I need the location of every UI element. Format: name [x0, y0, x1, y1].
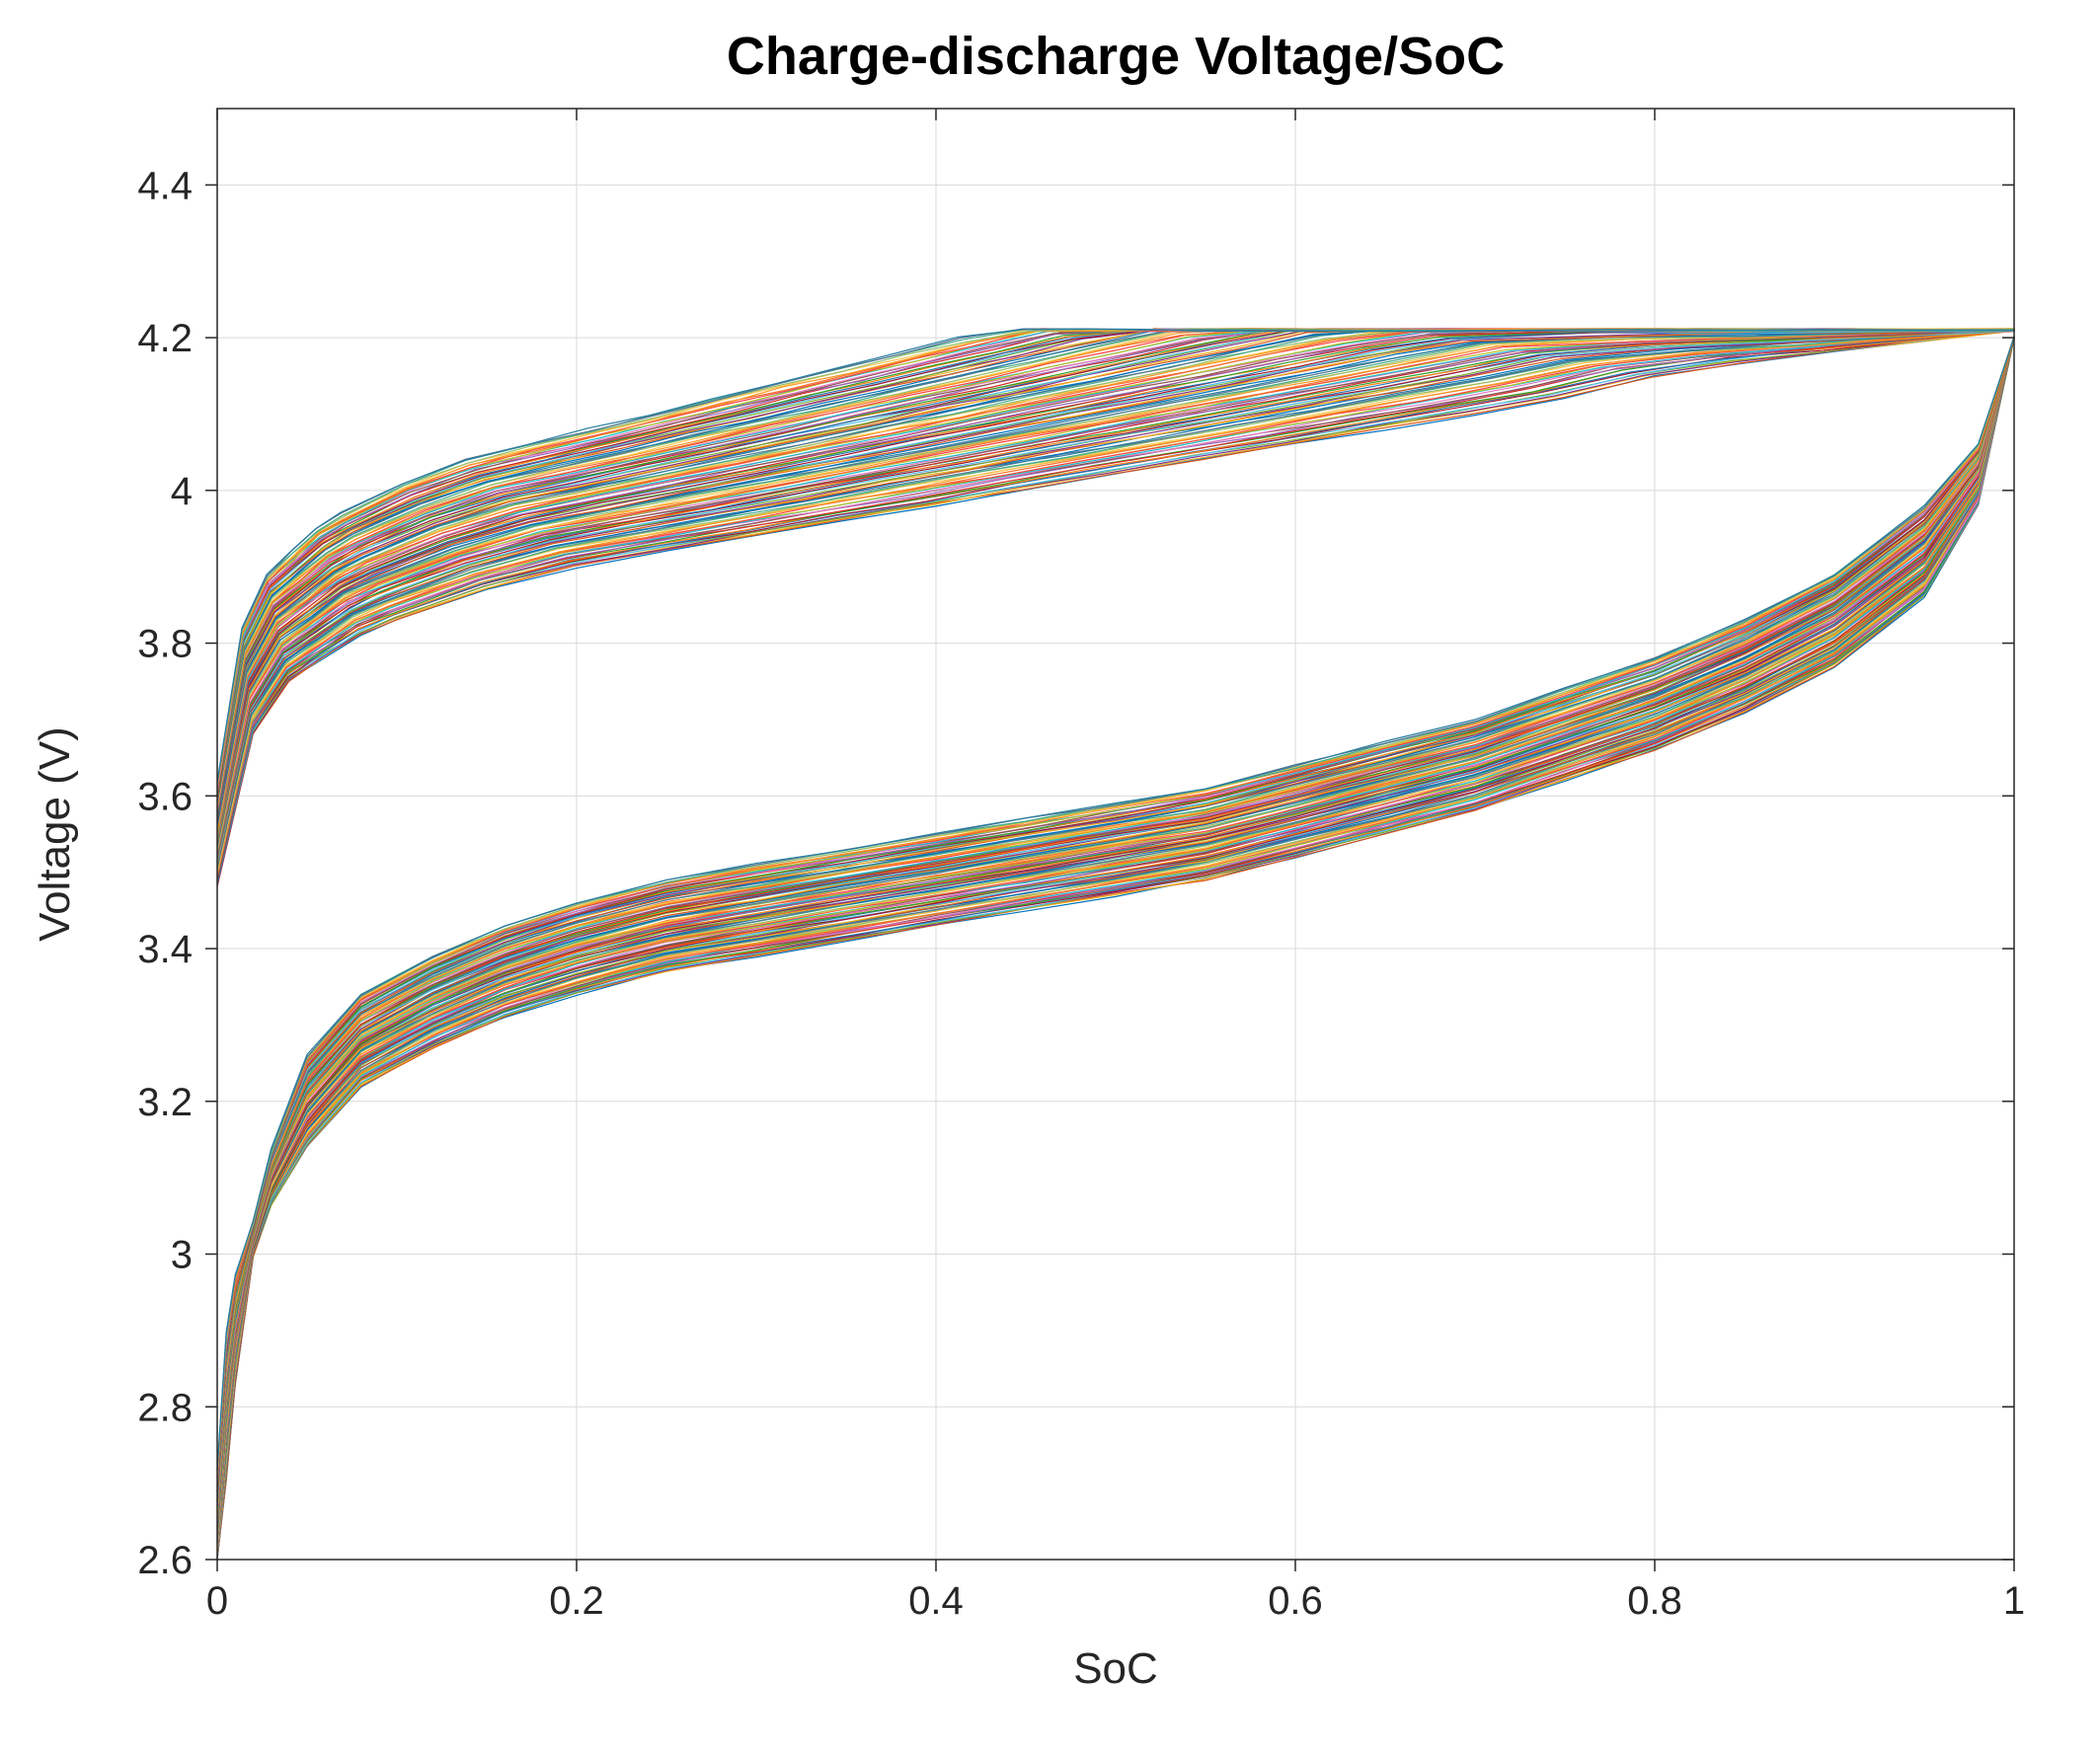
y-tick-label: 4.2 — [137, 317, 193, 360]
y-tick-label: 3.8 — [137, 623, 193, 666]
chart-container: 0 0.2 0.4 0.6 0.8 1 2.6 2.8 3 3.2 3.4 3.6 3.8 4 4.2 4.… — [0, 0, 2100, 1754]
y-tick-label: 2.8 — [137, 1386, 193, 1429]
y-tick-label: 2.6 — [137, 1539, 193, 1582]
y-tick-label: 3.4 — [137, 928, 193, 971]
y-tick-label: 3.6 — [137, 775, 193, 818]
x-axis-label: SoC — [1073, 1644, 1158, 1693]
x-tick-label: 0.6 — [1268, 1579, 1323, 1623]
y-tick-label: 4 — [171, 470, 193, 513]
y-tick-label: 3 — [171, 1234, 193, 1277]
y-tick-label: 4.4 — [137, 164, 193, 207]
x-tick-label: 0.4 — [908, 1579, 964, 1623]
chart-title: Charge-discharge Voltage/SoC — [727, 27, 1505, 86]
x-tick-label: 1 — [2003, 1579, 2025, 1623]
x-tick-label: 0 — [206, 1579, 228, 1623]
chart-svg: 0 0.2 0.4 0.6 0.8 1 2.6 2.8 3 3.2 3.4 3.6 3.8 4 4.2 4.… — [0, 0, 2100, 1754]
x-tick-label: 0.8 — [1627, 1579, 1682, 1623]
y-tick-label: 3.2 — [137, 1081, 193, 1124]
x-tick-label: 0.2 — [549, 1579, 604, 1623]
y-axis-label: Voltage (V) — [31, 726, 79, 942]
